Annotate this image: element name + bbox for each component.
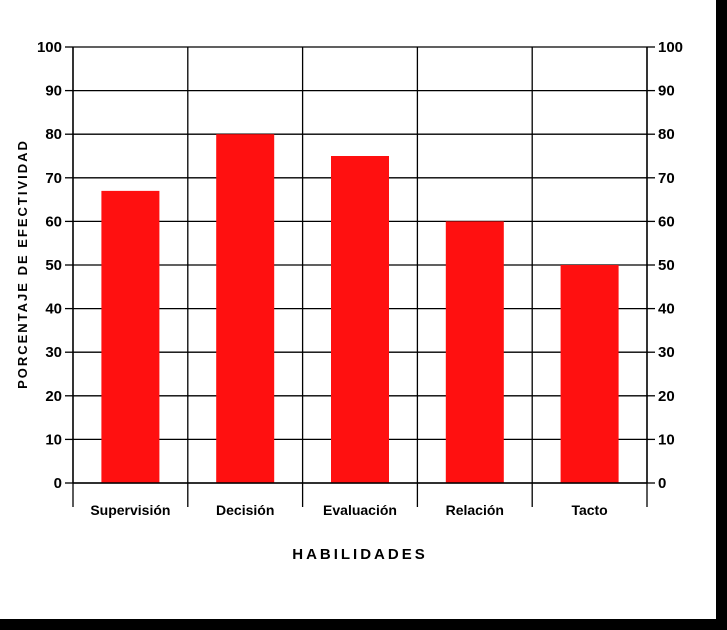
y-tick-label-left: 80 (45, 126, 62, 143)
y-tick-label-left: 70 (45, 170, 62, 187)
y-tick-label-right: 70 (658, 170, 675, 187)
y-tick-label-left: 20 (45, 388, 62, 405)
y-tick-label-left: 30 (45, 344, 62, 361)
y-tick-label-left: 90 (45, 83, 62, 100)
y-tick-label-right: 30 (658, 344, 675, 361)
y-tick-label-left: 40 (45, 301, 62, 318)
y-tick-label-right: 90 (658, 83, 675, 100)
x-tick-label: Tacto (571, 502, 607, 518)
x-tick-label: Decisión (216, 502, 274, 518)
y-tick-label-right: 40 (658, 301, 675, 318)
bar-chart: 0 10 20 30 40 50 60 70 80 90 100 0 10 20 30 40 50 60 70 80… (15, 39, 683, 563)
y-tick-label-right: 60 (658, 213, 675, 230)
x-tick-label: Relación (446, 502, 504, 518)
bar (331, 156, 389, 483)
bar (216, 134, 275, 483)
y-ticks-left: 0 10 20 30 40 50 60 70 80 90 100 (37, 39, 73, 492)
x-tick-label: Evaluación (323, 502, 397, 518)
y-tick-label-right: 80 (658, 126, 675, 143)
y-tick-label-left: 60 (45, 213, 62, 230)
y-tick-label-left: 100 (37, 39, 62, 56)
y-tick-label-right: 0 (658, 475, 666, 492)
y-tick-label-right: 100 (658, 39, 683, 56)
x-tick-labels: Supervisión Decisión Evaluación Relación Tac… (90, 502, 607, 518)
y-tick-label-right: 20 (658, 388, 675, 405)
y-tick-label-left: 10 (45, 431, 62, 448)
y-tick-label-left: 0 (54, 475, 62, 492)
y-ticks-right: 0 10 20 30 40 50 60 70 80 90 100 (647, 39, 683, 492)
y-tick-label-right: 10 (658, 431, 675, 448)
bar (560, 265, 619, 483)
x-axis-label: HABILIDADES (292, 546, 428, 563)
bar (101, 190, 160, 483)
y-tick-label-right: 50 (658, 257, 675, 274)
chart-frame: 0 10 20 30 40 50 60 70 80 90 100 0 10 20 30 40 50 60 70 80… (0, 0, 716, 619)
y-axis-label: PORCENTAJE DE EFECTIVIDAD (15, 139, 30, 389)
bars (101, 134, 619, 483)
bar (445, 221, 504, 483)
x-tick-label: Supervisión (90, 502, 170, 518)
y-tick-label-left: 50 (45, 257, 62, 274)
